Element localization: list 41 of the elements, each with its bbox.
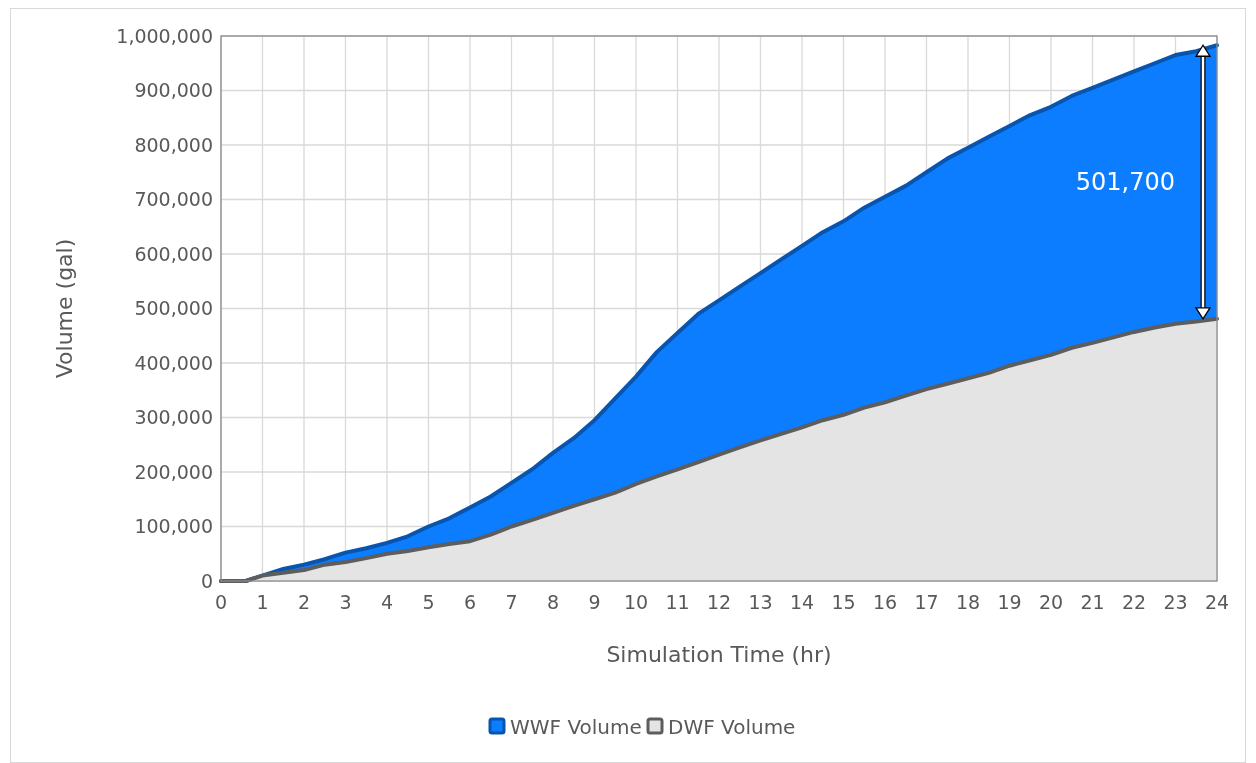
x-tick-label: 21 — [1080, 591, 1105, 613]
x-tick-label: 14 — [789, 591, 815, 613]
x-tick-label: 16 — [872, 591, 898, 613]
x-tick-label: 2 — [297, 591, 311, 613]
y-tick-label: 100,000 — [134, 515, 213, 538]
legend-label: WWF Volume — [510, 715, 642, 739]
y-tick-label: 300,000 — [134, 406, 213, 429]
x-tick-label: 15 — [831, 591, 856, 613]
x-tick-label: 20 — [1038, 591, 1064, 613]
x-tick-label: 18 — [955, 591, 981, 613]
y-tick-label: 600,000 — [134, 242, 213, 265]
annotation: 501,700 — [1075, 168, 1175, 197]
x-tick-label: 4 — [380, 591, 394, 613]
x-tick-label: 23 — [1163, 591, 1188, 613]
y-tick-label: 0 — [200, 569, 213, 592]
x-tick-label: 5 — [422, 591, 435, 613]
x-tick-label: 13 — [748, 591, 773, 613]
x-tick-label: 8 — [546, 591, 560, 613]
x-tick-label: 17 — [914, 591, 939, 613]
x-tick-label: 12 — [706, 591, 732, 613]
x-tick-label: 3 — [339, 591, 352, 613]
y-tick-label: 500,000 — [134, 297, 213, 320]
x-tick-label: 11 — [665, 591, 690, 613]
y-tick-label: 200,000 — [134, 460, 213, 483]
x-tick-label: 9 — [588, 591, 601, 613]
y-axis-title: Volume (gal) — [52, 238, 77, 379]
x-tick-label: 7 — [505, 591, 518, 613]
y-tick-label: 800,000 — [134, 133, 213, 156]
y-tick-label: 700,000 — [134, 188, 213, 211]
legend-label: DWF Volume — [668, 715, 796, 739]
x-axis-title: Simulation Time (hr) — [606, 642, 832, 667]
x-tick-label: 19 — [997, 591, 1022, 613]
x-tick-label: 0 — [214, 591, 228, 613]
y-tick-label: 400,000 — [134, 351, 213, 374]
x-tick-label: 6 — [463, 591, 477, 613]
x-tick-label: 22 — [1121, 591, 1147, 613]
y-tick-label: 900,000 — [134, 79, 213, 102]
x-tick-label: 10 — [623, 591, 649, 613]
x-tick-label: 24 — [1204, 591, 1230, 613]
y-tick-label: 1,000,000 — [116, 24, 213, 47]
x-tick-label: 1 — [256, 591, 269, 613]
